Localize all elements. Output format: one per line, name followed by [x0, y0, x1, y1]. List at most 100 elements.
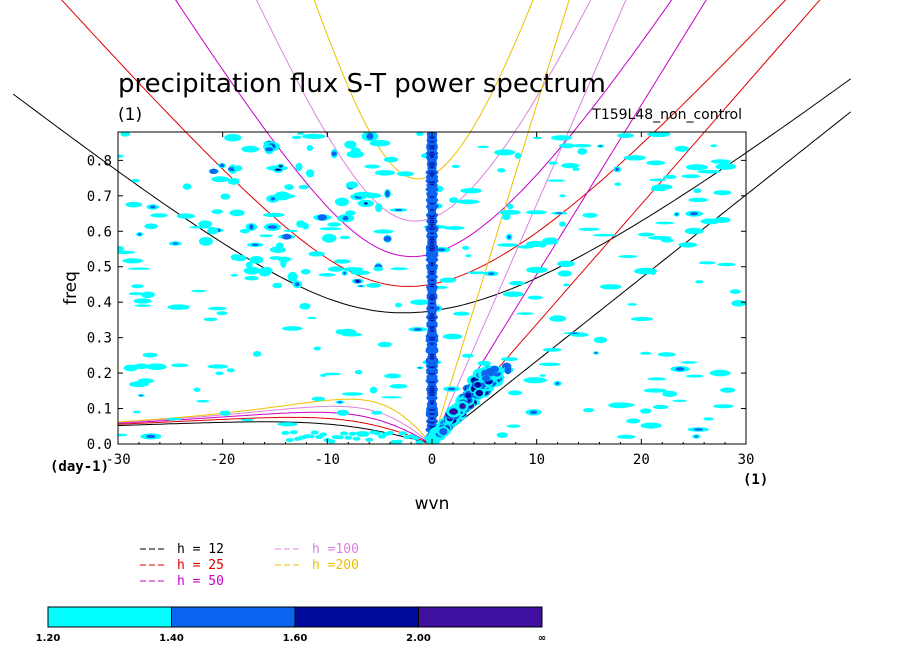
contour-patch: [337, 401, 342, 404]
contour-patch: [281, 326, 303, 331]
colorbar-segment: [418, 606, 543, 628]
contour-patch: [538, 362, 561, 366]
contour-patch: [690, 212, 698, 216]
contour-patch: [462, 353, 474, 358]
contour-patch: [507, 203, 514, 210]
contour-patch: [240, 418, 254, 422]
contour-patch: [298, 184, 309, 190]
y-tick-label: 0.5: [87, 260, 112, 276]
kelvin-curve: [431, 0, 627, 445]
x-unit-label: (1): [743, 472, 768, 488]
contour-patch: [539, 374, 546, 377]
contour-patch: [291, 135, 302, 140]
contour-patch: [219, 410, 231, 416]
y-tick-label: 0.1: [87, 402, 112, 418]
contour-patch: [261, 266, 273, 275]
contour-patch: [507, 390, 523, 396]
contour-patch: [125, 201, 143, 208]
contour-patch: [166, 417, 182, 421]
contour-patch: [230, 274, 239, 277]
contour-patch: [720, 387, 736, 393]
contour-patch: [272, 282, 283, 289]
colorbar-label: 2.00: [406, 633, 431, 644]
contour-patch: [542, 237, 559, 244]
contour-patch: [381, 396, 403, 399]
contour-patch: [243, 266, 261, 275]
contour-patch: [327, 266, 344, 272]
contour-patch: [592, 233, 616, 237]
contour-patch: [118, 433, 128, 437]
contour-patch: [118, 154, 124, 158]
contour-patch: [646, 160, 666, 166]
contour-patch: [267, 225, 278, 229]
contour-patch: [144, 223, 158, 230]
contour-patch: [617, 133, 634, 139]
contour-patch: [270, 197, 276, 201]
contour-patch: [319, 227, 342, 231]
contour-patch: [504, 365, 512, 375]
y-axis-label: freq: [61, 271, 81, 305]
contour-patch: [695, 280, 704, 284]
contour-patch: [390, 267, 409, 271]
contour-patch: [439, 428, 448, 436]
rossby-curve: [117, 421, 433, 445]
contour-patch: [549, 315, 567, 322]
contour-patch: [557, 270, 572, 277]
x-tick-label: 30: [738, 452, 755, 468]
contour-patch: [285, 438, 294, 443]
contour-patch: [413, 328, 423, 331]
contour-patch: [557, 260, 575, 267]
contour-patch: [150, 213, 168, 218]
contour-patch: [364, 164, 381, 169]
contour-patch: [215, 371, 224, 376]
contour-patch: [501, 213, 511, 221]
contour-patch: [263, 212, 285, 218]
contour-patch: [612, 402, 635, 408]
contour-patch: [514, 152, 522, 159]
contour-patch: [643, 388, 668, 393]
contour-patch: [395, 302, 402, 308]
contour-patch: [672, 399, 687, 402]
contour-patch: [118, 250, 136, 254]
contour-patch: [339, 235, 351, 240]
y-tick-label: 0.3: [87, 331, 112, 347]
contour-patch: [703, 417, 714, 421]
contour-patch: [278, 165, 283, 168]
y-tick-label: 0.2: [87, 366, 112, 382]
y-unit-label: (day-1): [50, 459, 109, 475]
contour-patch: [198, 220, 213, 227]
contour-patch: [345, 210, 356, 216]
colorbar-segment: [47, 606, 172, 628]
contour-patch: [283, 229, 298, 233]
legend-label: h =100: [312, 542, 359, 557]
contour-patch: [198, 237, 213, 246]
contour-patch: [561, 162, 580, 169]
contour-patch: [373, 266, 384, 272]
contour-patch: [498, 209, 521, 215]
contour-patch: [335, 435, 344, 440]
rossby-curve: [117, 405, 433, 445]
contour-patch: [415, 440, 424, 444]
contour-patch: [477, 145, 490, 149]
contour-patch: [196, 399, 210, 403]
contour-patch: [131, 178, 140, 183]
contour-patch: [342, 267, 364, 272]
contour-patch: [547, 179, 566, 182]
contour-patch: [281, 233, 292, 240]
y-tick-label: 0.4: [87, 295, 112, 311]
x-axis-label: wvn: [415, 494, 450, 514]
contour-patch: [494, 149, 516, 156]
x-tick-label: 0: [428, 452, 436, 468]
contour-patch: [474, 381, 481, 388]
contour-patch: [317, 214, 327, 221]
contour-patch: [373, 431, 382, 436]
contour-patch: [296, 220, 306, 228]
contour-patch: [193, 387, 201, 392]
contour-patch: [307, 316, 317, 320]
contour-patch: [118, 246, 125, 252]
contour-patch: [209, 168, 218, 174]
contour-patch: [506, 424, 521, 428]
contour-patch: [366, 132, 374, 140]
